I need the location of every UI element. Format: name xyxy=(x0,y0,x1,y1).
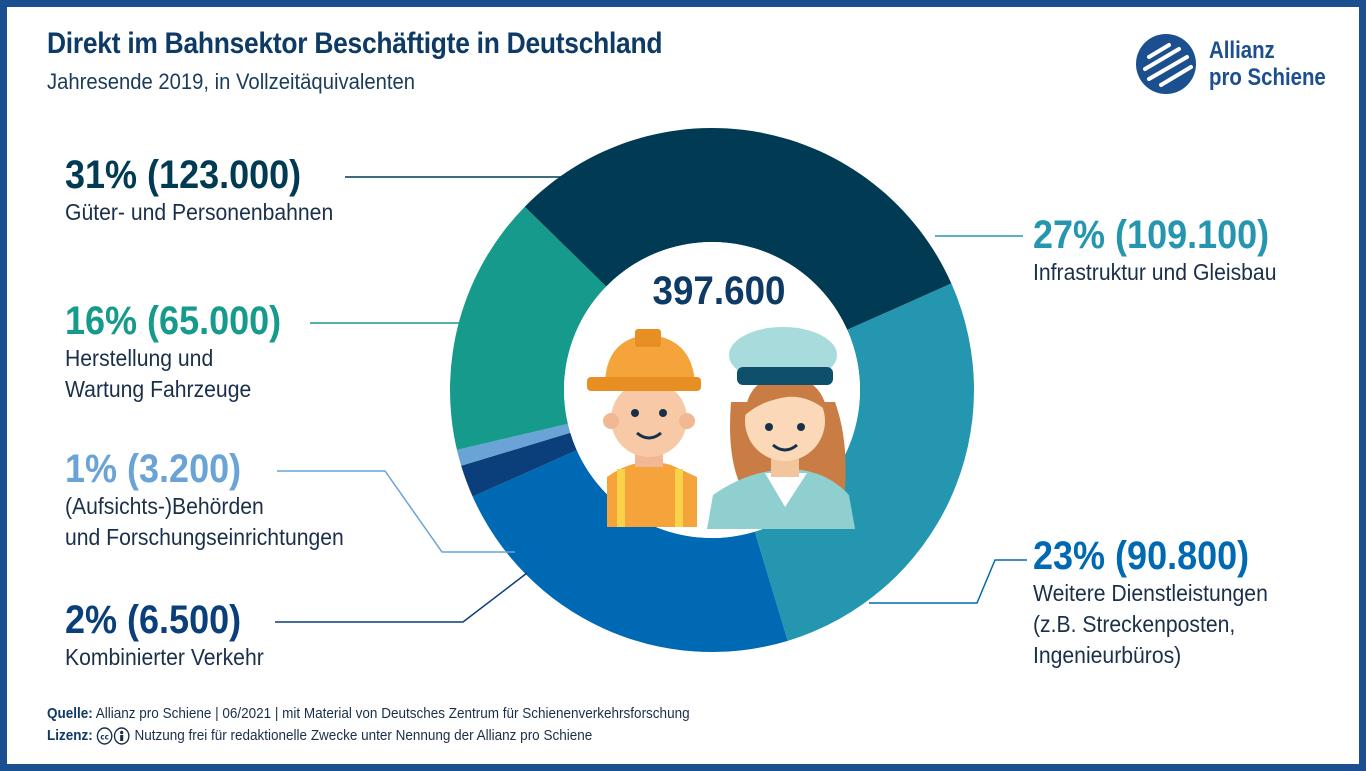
license-text: Nutzung frei für redaktionelle Zwecke un… xyxy=(134,727,593,744)
segment-value-label: 31% (123.000) xyxy=(65,153,302,197)
donut-segment-behoerden xyxy=(456,423,571,466)
chart-subtitle: Jahresende 2019, in Vollzeitäquivalenten xyxy=(47,69,415,94)
segment-label-gueter: 31% (123.000) Güter- und Personenbahnen xyxy=(65,153,357,228)
segment-label-infra: 27% (109.100) Infrastruktur und Gleisbau xyxy=(1033,213,1298,288)
svg-text:cc: cc xyxy=(100,732,109,741)
logo-line-2: pro Schiene xyxy=(1209,64,1326,91)
donut-segments xyxy=(450,127,975,653)
creative-commons-by-icon: cc xyxy=(96,727,130,745)
segment-category-label: (Aufsichts-)Behörden und Forschungseinri… xyxy=(65,493,344,550)
segment-category-label: Weitere Dienstleistungen (z.B. Streckenp… xyxy=(1033,580,1268,668)
segment-category-label: Herstellung und Wartung Fahrzeuge xyxy=(65,345,252,402)
segment-value-label: 27% (109.100) xyxy=(1033,213,1270,257)
donut-segment-weitere xyxy=(472,450,788,653)
license-label: Lizenz: xyxy=(47,727,93,744)
source-text: Allianz pro Schiene | 06/2021 | mit Mate… xyxy=(95,705,690,722)
leader-line-kombi xyxy=(275,572,528,623)
segment-label-behoerden: 1% (3.200) (Aufsichts-)Behörden und Forsc… xyxy=(65,447,368,553)
donut-chart xyxy=(275,127,1027,653)
donut-segment-infra xyxy=(754,283,975,641)
donut-segment-gueter xyxy=(524,127,952,330)
logo-line-1: Allianz xyxy=(1209,37,1275,64)
source-label: Quelle: xyxy=(47,705,93,722)
leader-lines xyxy=(275,176,1027,623)
donut-segment-kombi xyxy=(461,432,577,497)
license-line: Lizenz: cc Nutzung frei für redaktionell… xyxy=(47,727,592,745)
segment-label-kombi: 2% (6.500) Kombinierter Verkehr xyxy=(65,598,281,673)
segment-label-weitere: 23% (90.800) Weitere Dienstleistungen (z.… xyxy=(1033,534,1288,671)
segment-label-herstellung: 16% (65.000) Herstellung und Wartung Fahr… xyxy=(65,299,305,405)
construction-worker-icon xyxy=(587,329,701,527)
chart-title: Direkt im Bahnsektor Beschäftigte in Deu… xyxy=(47,27,663,60)
donut-segment-herstellung xyxy=(450,206,607,450)
segment-category-label: Güter- und Personenbahnen xyxy=(65,199,334,225)
allianz-pro-schiene-logo: Allianz pro Schiene xyxy=(1135,33,1345,95)
donut-center-total: 397.600 xyxy=(652,269,786,313)
segment-category-label: Infrastruktur und Gleisbau xyxy=(1033,259,1277,285)
segment-value-label: 1% (3.200) xyxy=(65,447,242,491)
logo-rail-icon xyxy=(1136,34,1196,94)
conductor-worker-icon xyxy=(707,327,855,529)
segment-value-label: 23% (90.800) xyxy=(1033,534,1250,578)
source-line: Quelle: Allianz pro Schiene | 06/2021 | … xyxy=(47,705,690,722)
railway-workers-illustration xyxy=(587,327,855,529)
segment-category-label: Kombinierter Verkehr xyxy=(65,644,264,670)
segment-value-label: 16% (65.000) xyxy=(65,299,282,343)
leader-line-weitere xyxy=(869,559,1027,604)
leader-line-behoerden xyxy=(277,470,515,553)
segment-value-label: 2% (6.500) xyxy=(65,598,242,642)
logo-text: Allianz pro Schiene xyxy=(1209,37,1326,91)
